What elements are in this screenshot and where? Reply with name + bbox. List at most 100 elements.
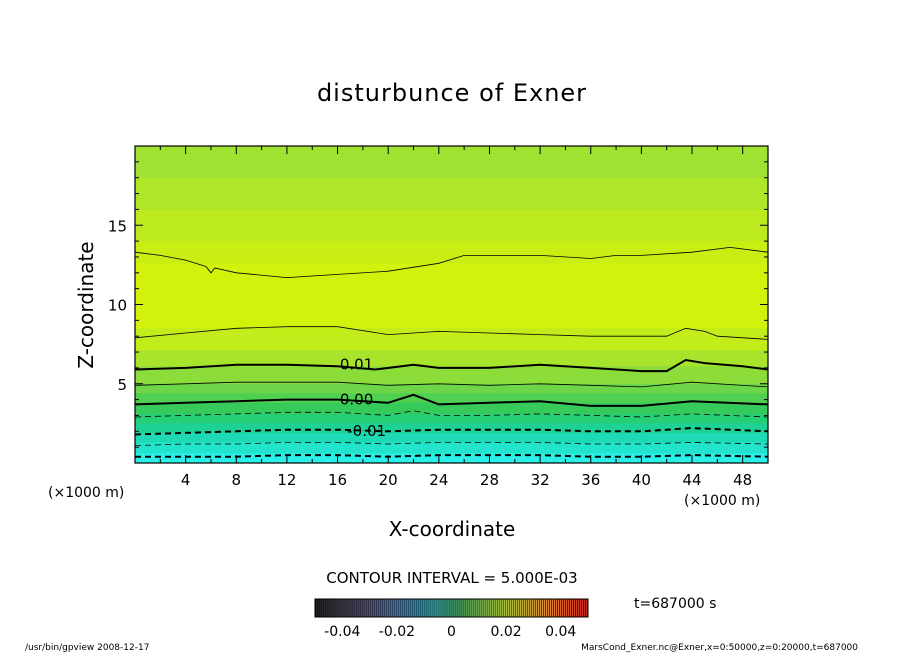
time-label: t=687000 s — [634, 596, 716, 612]
colorbar-gap — [378, 599, 380, 617]
colorbar-stripe — [391, 599, 393, 617]
colorbar-gap — [470, 599, 472, 617]
colorbar-gap — [396, 599, 398, 617]
colorbar-stripe — [459, 599, 461, 617]
colorbar-gap — [316, 599, 318, 617]
colorbar-stripe — [363, 599, 365, 617]
colorbar-stripe — [535, 599, 537, 617]
colorbar-gap — [410, 599, 412, 617]
colorbar-gap — [424, 599, 426, 617]
colorbar-stripe — [327, 599, 329, 617]
contour-line-1 — [135, 326, 768, 340]
colorbar-gap — [364, 599, 366, 617]
colorbar-gap — [330, 599, 332, 617]
colorbar-stripe — [453, 599, 455, 617]
colorbar-gap — [500, 599, 502, 617]
colorbar-gap — [452, 599, 454, 617]
colorbar-gap — [324, 599, 326, 617]
colorbar-stripe — [505, 599, 507, 617]
colorbar-stripe — [475, 599, 477, 617]
colorbar-stripe — [553, 599, 555, 617]
colorbar-stripe — [381, 599, 383, 617]
colorbar-stripe — [415, 599, 417, 617]
colorbar-gap — [540, 599, 542, 617]
colorbar-stripe — [373, 599, 375, 617]
colorbar-gap — [484, 599, 486, 617]
colorbar-gap — [354, 599, 356, 617]
colorbar-gap — [372, 599, 374, 617]
chart-title: disturbunce of Exner — [317, 79, 587, 107]
colorbar-stripe — [495, 599, 497, 617]
colorbar-gap — [575, 599, 576, 617]
colorbar-stripe — [549, 599, 551, 617]
colorbar-gap — [450, 599, 452, 617]
colorbar-stripe — [579, 599, 582, 617]
colorbar-tick-label-4: 0.04 — [545, 624, 576, 640]
colorbar-stripe — [527, 599, 529, 617]
y-tick-label-1: 10 — [108, 297, 127, 315]
colorbar-gap — [577, 599, 578, 617]
colorbar-gap — [338, 599, 340, 617]
colorbar-stripe — [467, 599, 469, 617]
colorbar-gap — [318, 599, 320, 617]
colorbar-stripe — [477, 599, 479, 617]
contour-line-7 — [135, 441, 768, 446]
colorbar-gap — [492, 599, 494, 617]
contour-label-1: 0.00 — [340, 390, 373, 408]
colorbar-stripe — [421, 599, 423, 617]
colorbar-stripe — [395, 599, 397, 617]
colorbar-stripe — [339, 599, 341, 617]
colorbar-gap — [368, 599, 370, 617]
colorbar-stripe — [351, 599, 353, 617]
colorbar-gap — [430, 599, 432, 617]
colorbar-gap — [565, 599, 566, 617]
colorbar-gap — [528, 599, 530, 617]
colorbar-stripe — [315, 599, 317, 617]
colorbar-stripe — [357, 599, 359, 617]
colorbar-stripe — [465, 599, 467, 617]
colorbar-gap — [418, 599, 420, 617]
colorbar-stripe — [433, 599, 435, 617]
colorbar-gap — [476, 599, 478, 617]
colorbar-gap — [486, 599, 488, 617]
colorbar-gap — [524, 599, 526, 617]
y-axis-ticks: 5 10 15 — [108, 161, 768, 448]
colorbar-gap — [488, 599, 490, 617]
colorbar-stripe — [451, 599, 453, 617]
colorbar-gap — [494, 599, 496, 617]
colorbar-stripe — [397, 599, 399, 617]
colorbar-stripe — [367, 599, 369, 617]
colorbar-gap — [561, 599, 562, 617]
colorbar-stripe — [531, 599, 533, 617]
colorbar-stripe — [329, 599, 331, 617]
colorbar-stripe — [501, 599, 503, 617]
colorbar-stripe — [543, 599, 545, 617]
colorbar-stripe — [513, 599, 515, 617]
colorbar-stripe — [411, 599, 413, 617]
colorbar-stripe — [441, 599, 443, 617]
colorbar-stripe — [547, 599, 549, 617]
colorbar-stripe — [393, 599, 395, 617]
colorbar-stripe — [383, 599, 385, 617]
colorbar-gap — [542, 599, 544, 617]
colorbar-gap — [514, 599, 516, 617]
x-tick-label-9: 40 — [632, 471, 651, 489]
contour-label-0: 0.01 — [340, 355, 373, 373]
colorbar-stripe — [405, 599, 407, 617]
x-axis-ticks: 4 8 12 16 20 24 28 32 36 40 44 48 — [159, 146, 752, 489]
colorbar-stripe — [497, 599, 499, 617]
colorbar-gap — [322, 599, 324, 617]
colorbar-gap — [408, 599, 410, 617]
colorbar-gap — [490, 599, 492, 617]
colorbar-gap — [502, 599, 504, 617]
colorbar-gap — [376, 599, 378, 617]
colorbar-gap — [456, 599, 458, 617]
colorbar-gap — [526, 599, 528, 617]
colorbar-stripe — [455, 599, 457, 617]
colorbar-gap — [402, 599, 404, 617]
colorbar-gap — [544, 599, 546, 617]
colorbar-gap — [434, 599, 436, 617]
colorbar-stripe — [377, 599, 379, 617]
colorbar-gap — [530, 599, 532, 617]
contour-label-2: -0.01 — [347, 422, 386, 440]
